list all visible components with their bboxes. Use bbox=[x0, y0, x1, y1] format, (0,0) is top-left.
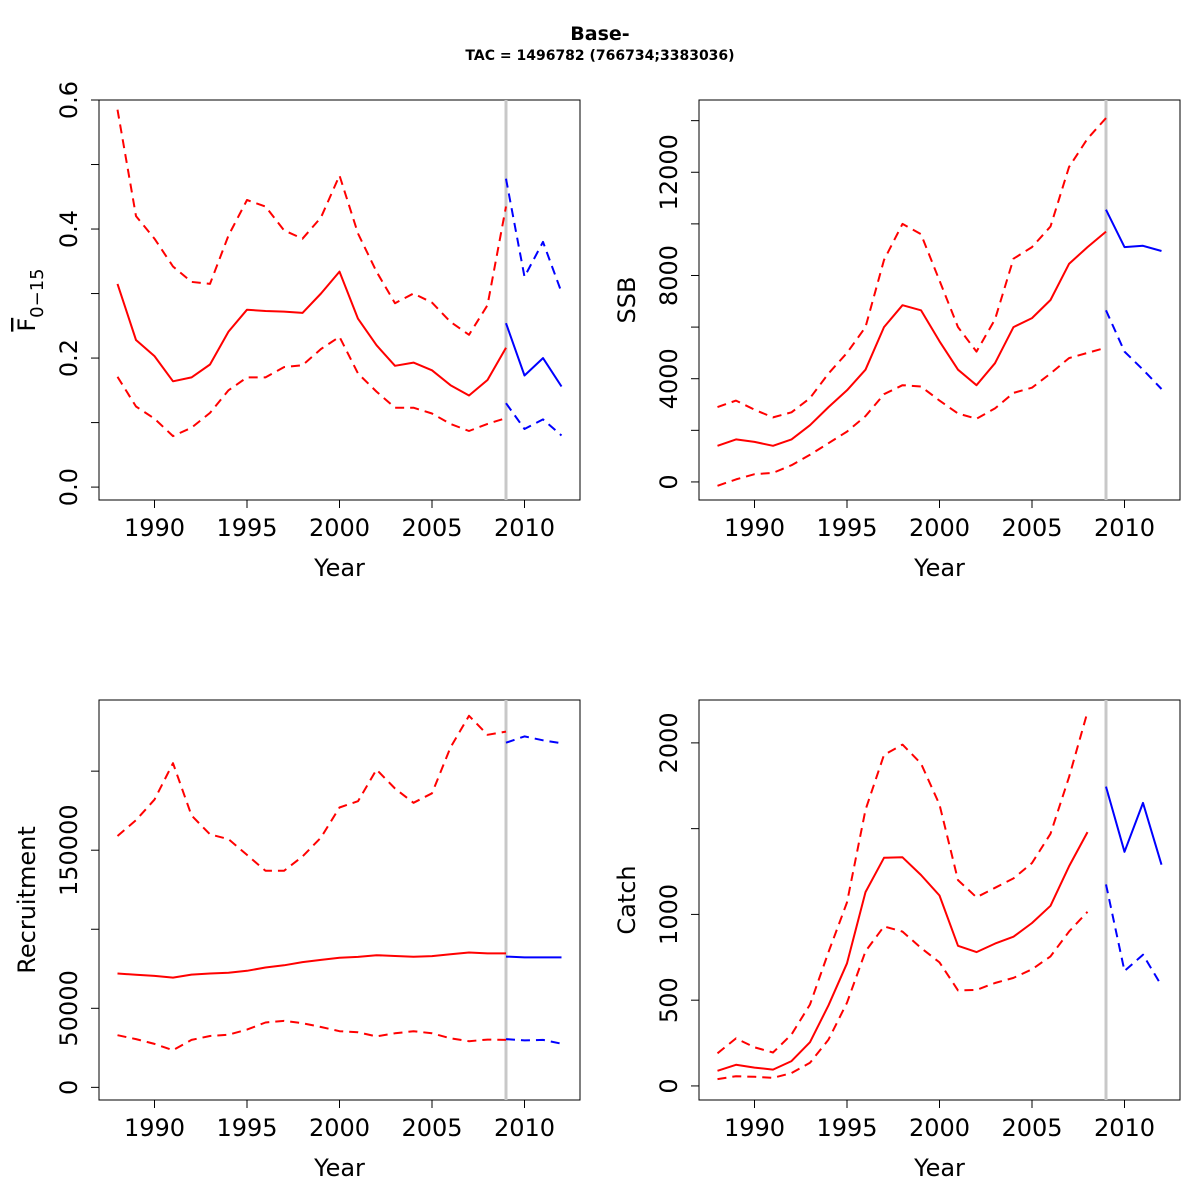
series-line-historic-2 bbox=[717, 911, 1089, 1081]
series-line-projection-5 bbox=[505, 402, 563, 437]
series-line-historic-2 bbox=[717, 346, 1107, 487]
x-axis-label: Year bbox=[913, 554, 965, 582]
y-tick-label: 0.0 bbox=[55, 468, 83, 506]
y-tick-label: 4000 bbox=[655, 348, 683, 409]
series-line-projection-3 bbox=[505, 955, 562, 959]
plot-frame bbox=[698, 99, 1181, 501]
figure-subtitle: TAC = 1496782 (766734;3383036) bbox=[465, 48, 734, 64]
plot-frame bbox=[698, 699, 1181, 1101]
ssb-panel: 1990 1995 2000 2005 2010 Year 0 4000 8000 12000 SS… bbox=[613, 99, 1181, 582]
x-tick-label: 2005 bbox=[1001, 1114, 1062, 1142]
x-tick-label: 2000 bbox=[309, 514, 370, 542]
x-tick-label: 1990 bbox=[724, 1114, 785, 1142]
x-tick-label: 2005 bbox=[401, 1114, 462, 1142]
y-tick-label: 0 bbox=[655, 1078, 683, 1093]
x-axis-label: Year bbox=[913, 1154, 965, 1182]
series-line-historic-2 bbox=[116, 335, 507, 438]
x-tick-label: 1995 bbox=[816, 514, 877, 542]
x-tick-label: 2000 bbox=[909, 514, 970, 542]
x-tick-label: 2005 bbox=[1001, 514, 1062, 542]
y-tick-label: 500 bbox=[655, 977, 683, 1023]
y-axis-label: F0−15 bbox=[13, 268, 48, 331]
x-tick-label: 2010 bbox=[494, 514, 555, 542]
x-tick-label: 1990 bbox=[724, 514, 785, 542]
plot-frame bbox=[98, 99, 581, 501]
series-line-historic-1 bbox=[116, 109, 507, 336]
x-tick-label: 2000 bbox=[909, 1114, 970, 1142]
y-tick-label: 0 bbox=[55, 1080, 83, 1095]
series-line-historic-1 bbox=[116, 714, 507, 872]
x-tick-label: 2005 bbox=[401, 514, 462, 542]
series-line-historic-0 bbox=[717, 230, 1107, 447]
y-axis-label: Catch bbox=[613, 865, 641, 934]
y-tick-label: 8000 bbox=[655, 245, 683, 306]
recruitment-panel: 1990 1995 2000 2005 2010 Year 0 50000 150000 Recr… bbox=[13, 699, 581, 1182]
y-axis-label-subscript: 0−15 bbox=[27, 268, 48, 317]
x-tick-label: 1990 bbox=[124, 1114, 185, 1142]
y-axis-label: SSB bbox=[613, 277, 641, 324]
series-line-historic-2 bbox=[117, 1019, 507, 1052]
y-tick-label: 150000 bbox=[55, 804, 83, 896]
series-line-projection-3 bbox=[505, 322, 563, 388]
y-axis-label-main: F bbox=[13, 318, 41, 332]
x-tick-label: 2010 bbox=[1094, 1114, 1155, 1142]
x-tick-label: 1995 bbox=[216, 514, 277, 542]
y-tick-label: 0.6 bbox=[55, 81, 83, 119]
x-tick-label: 1995 bbox=[216, 1114, 277, 1142]
x-tick-label: 2010 bbox=[1094, 514, 1155, 542]
x-tick-label: 1990 bbox=[124, 514, 185, 542]
series-line-historic-0 bbox=[117, 951, 506, 979]
catch-panel: 1990 1995 2000 2005 2010 Year 0 500 1000 2000 Catc… bbox=[613, 699, 1181, 1182]
series-line-projection-3 bbox=[1105, 209, 1162, 252]
series-line-projection-3 bbox=[1105, 786, 1163, 865]
series-line-historic-1 bbox=[716, 711, 1089, 1055]
series-line-projection-5 bbox=[505, 1038, 562, 1045]
y-tick-label: 0.2 bbox=[55, 339, 83, 377]
series-line-historic-1 bbox=[717, 117, 1107, 419]
y-tick-label: 50000 bbox=[55, 970, 83, 1046]
y-tick-label: 0.4 bbox=[55, 210, 83, 248]
series-line-projection-4 bbox=[1105, 884, 1163, 987]
series-line-projection-4 bbox=[1105, 309, 1163, 390]
x-axis-label: Year bbox=[313, 554, 365, 582]
series-line-projection-4 bbox=[505, 178, 563, 293]
fbar-panel: 1990 1995 2000 2005 2010 Year 0.0 0.2 0.4 0.6 F0−1… bbox=[13, 81, 581, 582]
y-tick-label: 0 bbox=[655, 474, 683, 489]
x-axis-label: Year bbox=[313, 1154, 365, 1182]
x-tick-label: 2010 bbox=[494, 1114, 555, 1142]
y-axis-label: Recruitment bbox=[13, 826, 41, 973]
y-tick-label: 2000 bbox=[655, 712, 683, 773]
x-tick-label: 2000 bbox=[309, 1114, 370, 1142]
series-line-historic-0 bbox=[717, 831, 1089, 1072]
x-tick-label: 1995 bbox=[816, 1114, 877, 1142]
series-line-historic-0 bbox=[116, 270, 507, 397]
panels: 1990 1995 2000 2005 2010 Year 0.0 0.2 0.4 0.6 F0−1… bbox=[13, 81, 1181, 1182]
y-tick-label: 1000 bbox=[655, 884, 683, 945]
y-tick-label: 12000 bbox=[655, 134, 683, 210]
series-line-projection-4 bbox=[505, 735, 562, 745]
figure-title: Base- bbox=[570, 23, 629, 45]
